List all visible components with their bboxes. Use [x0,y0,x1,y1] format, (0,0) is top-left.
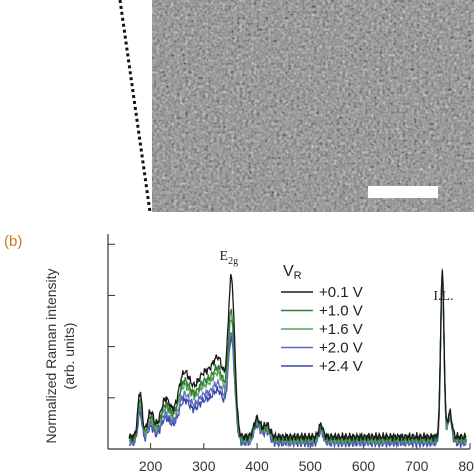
x-tick-label: 300 [192,458,216,474]
series-line [128,278,467,449]
legend-label: +0.1 V [319,284,363,301]
y-axis-label-line2: (arb. units) [61,323,77,390]
series-lines [128,268,467,449]
legend-label: +1.0 V [319,303,363,320]
peak-label-il: I.L. [433,289,453,304]
axes [107,234,470,450]
legend-label: +2.0 V [319,340,363,357]
x-tick-label: 600 [352,458,376,474]
x-tick-label: 700 [405,458,429,474]
series-line [128,272,467,446]
micrograph-panel [152,0,474,212]
panel-label-b: (b) [4,233,23,250]
scale-bar [368,186,438,198]
series-line [128,268,467,444]
y-axis-label-line1: Normalized Raman intensity [43,268,59,443]
x-tick-label: 400 [245,458,269,474]
x-tick-label: 200 [139,458,163,474]
legend-label: +1.6 V [319,321,363,338]
micrograph-texture [152,0,474,212]
x-ticks: 200 300 400 500 600 700 800 [139,443,474,474]
peak-label-e2g: E2g [220,249,239,267]
legend: VR +0.1 V +1.0 V+1.6 V +2.0 V+2.4 V [281,263,363,375]
zoom-guide-line [118,0,152,213]
x-tick-label: 500 [299,458,323,474]
legend-title: VR [283,263,302,282]
series-line [128,270,467,443]
x-tick-label: 800 [458,458,474,474]
legend-label: +2.4 V [319,358,363,375]
raman-chart: Normalized Raman intensity (arb. units) … [43,234,474,474]
peak-annotations: E2g I.L. [220,249,454,304]
series-line [128,279,467,448]
